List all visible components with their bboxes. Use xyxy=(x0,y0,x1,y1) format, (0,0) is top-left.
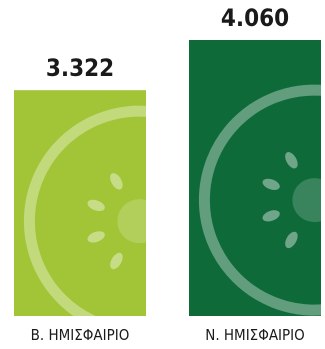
slice-seed xyxy=(87,199,105,212)
slice-core xyxy=(117,199,146,244)
slice-ring xyxy=(198,84,321,316)
slice-seed xyxy=(110,252,123,270)
category-label-n-hemisphere: Ν. ΗΜΙΣΦΑΙΡΙΟ xyxy=(205,326,305,344)
slice-seed xyxy=(262,210,280,222)
bar-n-hemisphere xyxy=(189,40,321,316)
slice-core xyxy=(292,178,321,223)
value-label-n-hemisphere: 4.060 xyxy=(221,4,289,32)
slice-seed xyxy=(262,178,280,190)
bar-b-hemisphere xyxy=(14,90,146,316)
slice-ring xyxy=(23,105,146,316)
slice-seed xyxy=(87,231,105,243)
category-label-b-hemisphere: Β. ΗΜΙΣΦΑΙΡΙΟ xyxy=(31,326,130,344)
cucumber-slice-icon xyxy=(198,84,321,316)
slice-seed xyxy=(110,173,123,190)
cucumber-slice-icon xyxy=(23,105,146,316)
slice-seed xyxy=(285,231,298,249)
value-label-b-hemisphere: 3.322 xyxy=(46,54,114,82)
slice-seed xyxy=(285,152,298,169)
